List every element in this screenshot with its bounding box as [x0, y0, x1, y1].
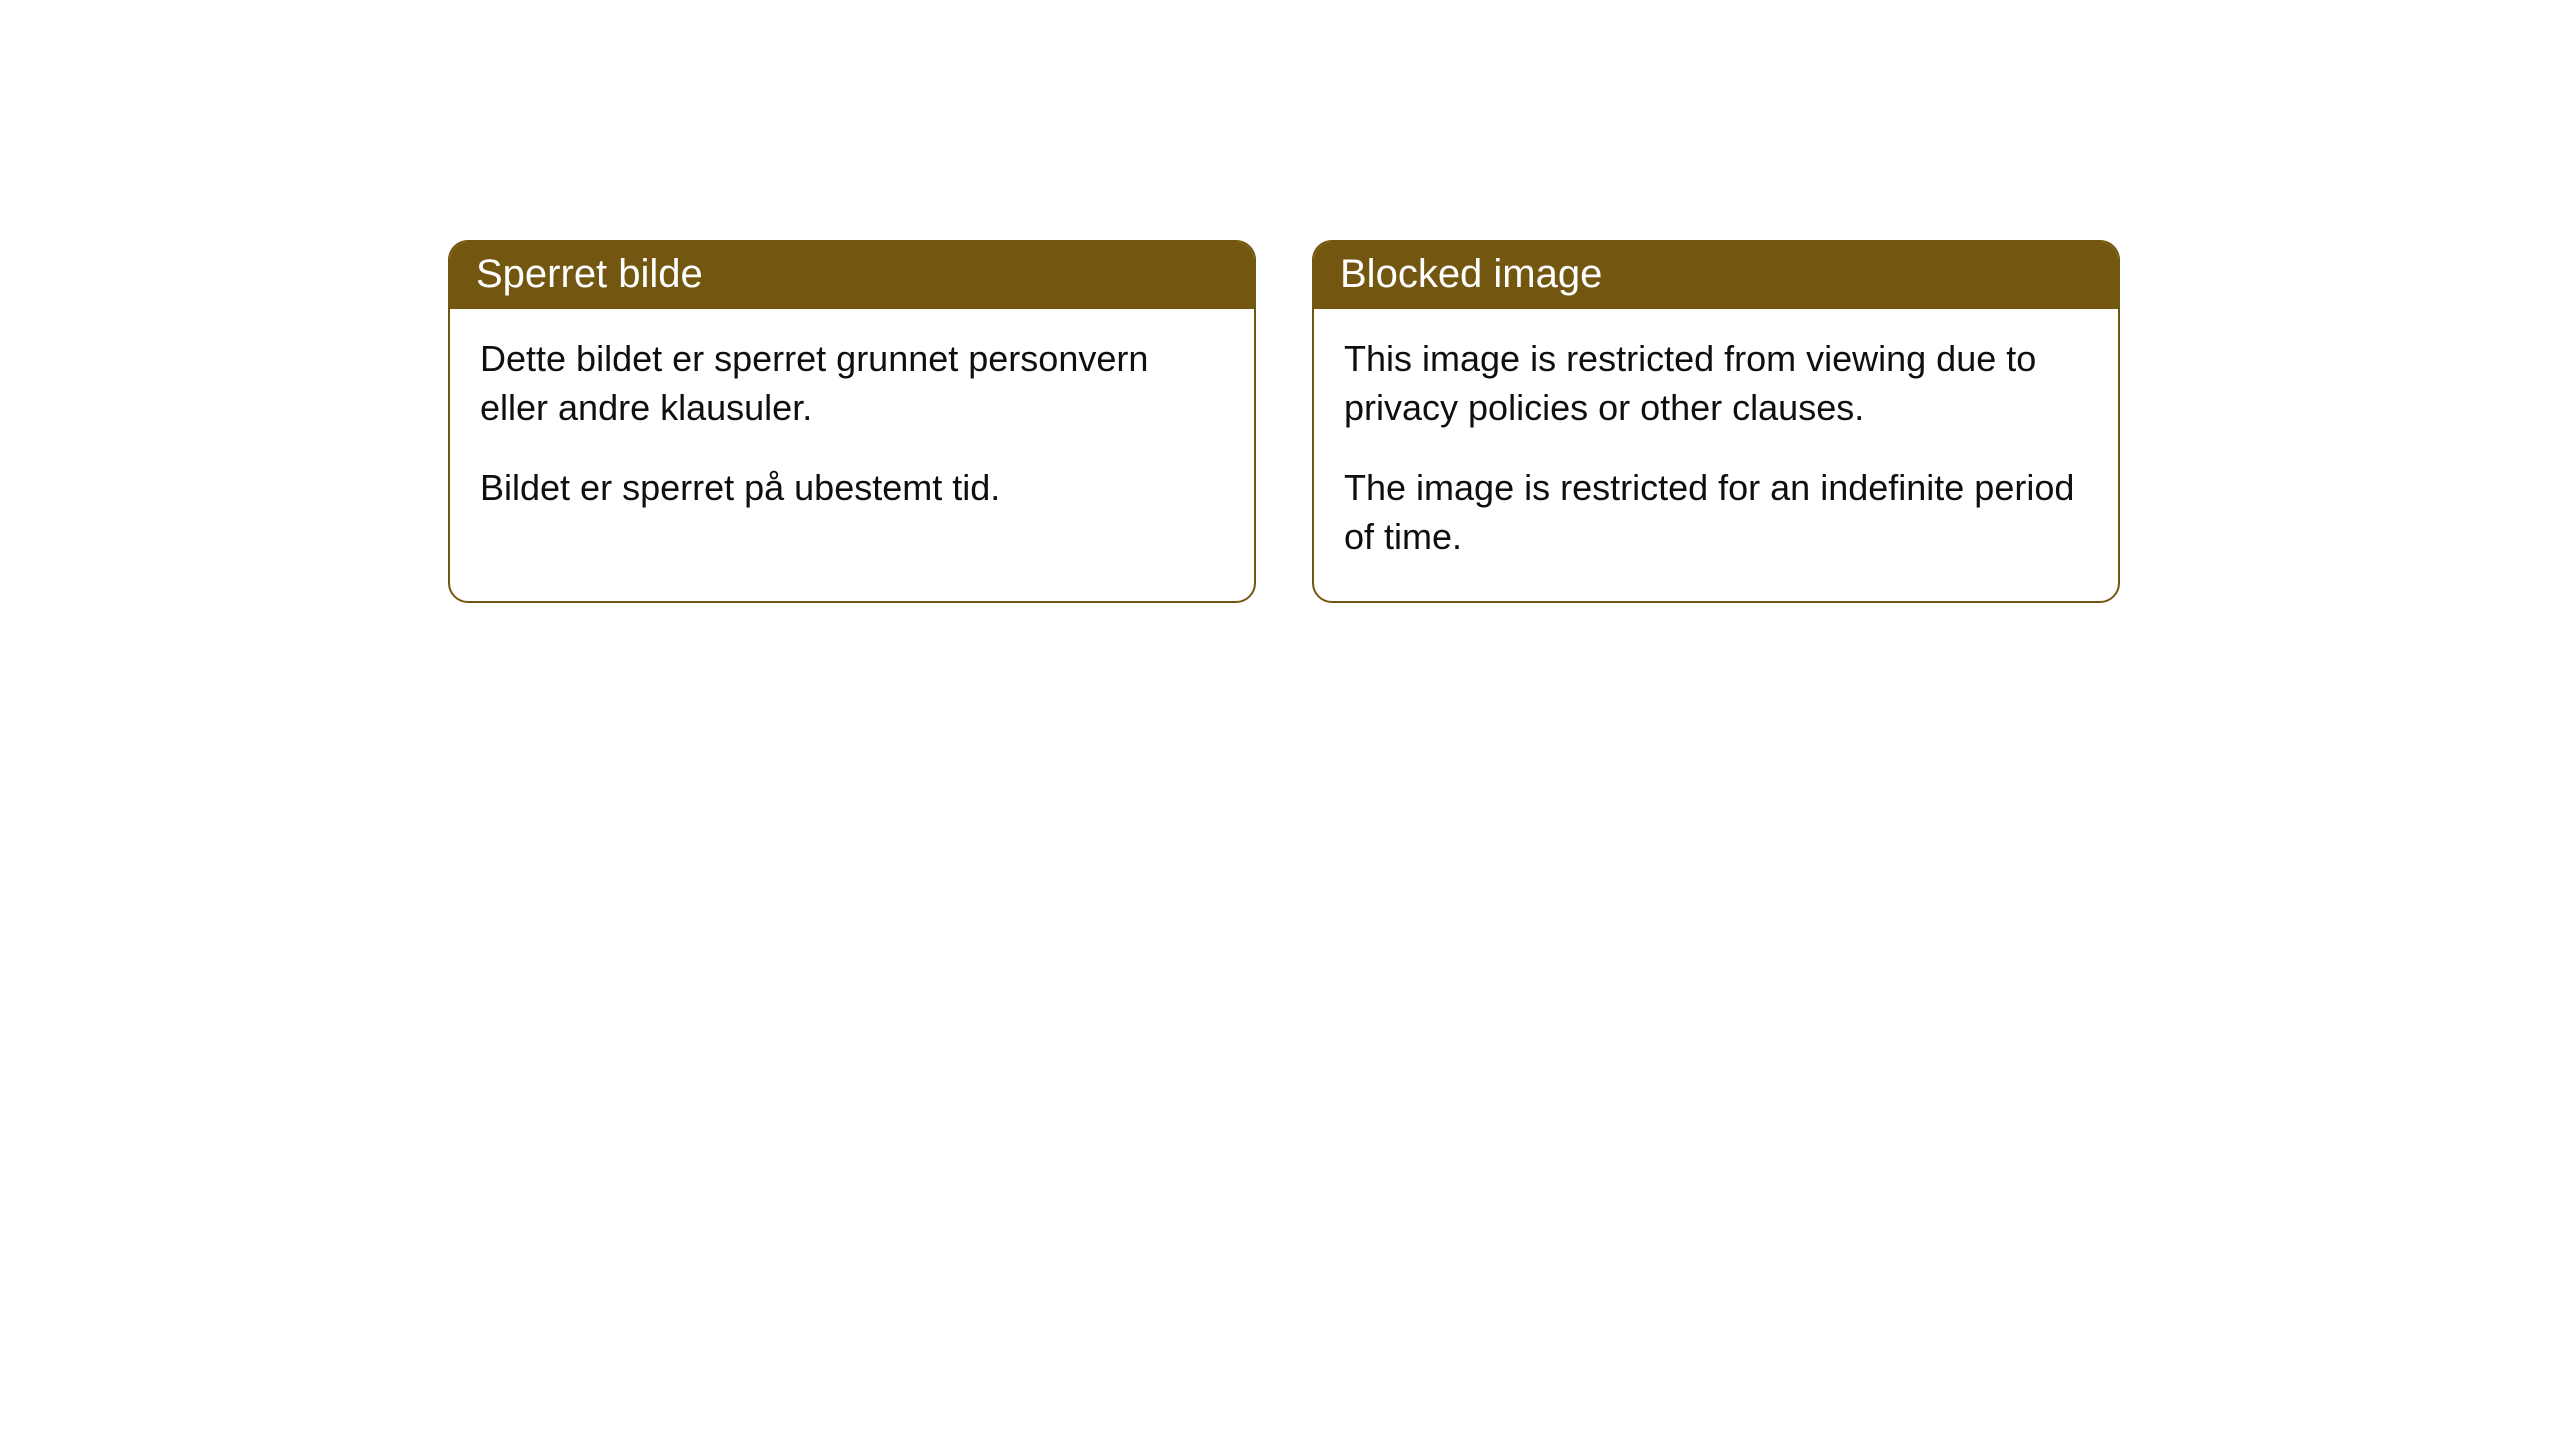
card-text-no-1: Dette bildet er sperret grunnet personve…: [480, 335, 1224, 432]
card-text-en-1: This image is restricted from viewing du…: [1344, 335, 2088, 432]
card-body-no: Dette bildet er sperret grunnet personve…: [450, 309, 1254, 553]
card-text-en-2: The image is restricted for an indefinit…: [1344, 464, 2088, 561]
blocked-image-card-en: Blocked image This image is restricted f…: [1312, 240, 2120, 603]
cards-container: Sperret bilde Dette bildet er sperret gr…: [0, 0, 2560, 603]
blocked-image-card-no: Sperret bilde Dette bildet er sperret gr…: [448, 240, 1256, 603]
card-text-no-2: Bildet er sperret på ubestemt tid.: [480, 464, 1224, 513]
card-header-no: Sperret bilde: [450, 242, 1254, 309]
card-header-en: Blocked image: [1314, 242, 2118, 309]
card-body-en: This image is restricted from viewing du…: [1314, 309, 2118, 601]
